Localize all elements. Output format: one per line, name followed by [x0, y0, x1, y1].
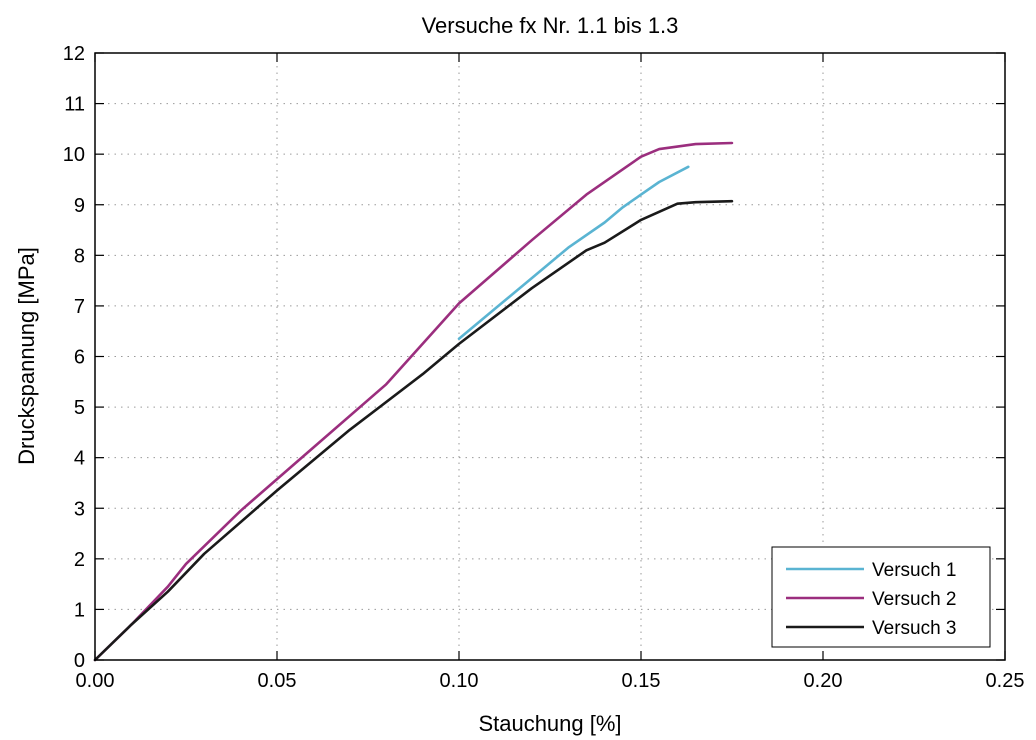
y-tick-label: 5	[74, 397, 85, 419]
y-tick-label: 11	[64, 94, 85, 116]
legend-label-versuch-3: Versuch 3	[872, 618, 957, 639]
x-tick-label: 0.10	[440, 670, 479, 692]
y-tick-label: 1	[74, 599, 85, 621]
x-tick-label: 0.20	[804, 670, 843, 692]
x-tick-label: 0.00	[76, 670, 115, 692]
series-line-versuch-1	[457, 165, 690, 341]
series-lines	[93, 141, 734, 662]
y-tick-label: 10	[63, 144, 85, 166]
y-tick-label: 0	[74, 650, 85, 672]
x-tick-label: 0.25	[986, 670, 1025, 692]
chart-title: Versuche fx Nr. 1.1 bis 1.3	[422, 13, 679, 38]
grid-lines	[95, 53, 1005, 660]
legend: Versuch 1 Versuch 2 Versuch 3	[771, 546, 991, 648]
series-line-versuch-3	[93, 199, 734, 662]
y-tick-label: 2	[74, 549, 85, 571]
y-tick-label: 8	[74, 245, 85, 267]
y-axis-title: Druckspannung [MPa]	[14, 247, 39, 465]
x-axis-title: Stauchung [%]	[478, 711, 621, 736]
y-tick-label: 4	[74, 448, 85, 470]
x-tick-label: 0.15	[622, 670, 661, 692]
y-tick-label: 12	[63, 43, 85, 65]
y-tick-label: 9	[74, 195, 85, 217]
y-tick-label: 7	[74, 296, 85, 318]
legend-label-versuch-1: Versuch 1	[872, 560, 957, 581]
series-line-versuch-2	[93, 141, 734, 662]
y-tick-label: 6	[74, 347, 85, 369]
x-tick-label: 0.05	[258, 670, 297, 692]
y-tick-label: 3	[74, 498, 85, 520]
legend-label-versuch-2: Versuch 2	[872, 589, 957, 610]
